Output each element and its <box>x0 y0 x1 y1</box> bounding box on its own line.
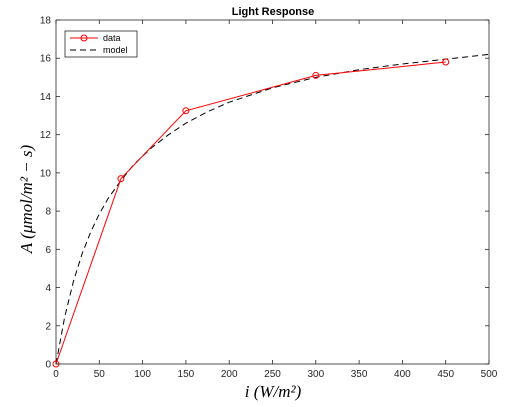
data-point <box>442 58 450 66</box>
x-tick-label: 0 <box>53 369 59 380</box>
y-axis-label: A (μmol/m² − s) <box>17 144 36 254</box>
data-point <box>182 107 190 115</box>
y-tick-label: 6 <box>45 245 51 256</box>
chart-title: Light Response <box>232 6 315 18</box>
data-point <box>312 71 320 79</box>
y-tick-label: 18 <box>40 16 52 27</box>
x-tick-label: 450 <box>437 369 454 380</box>
axes-layer: 0 50 100 150 200 250 300 350 400 450 500 0 2 4 6 8 10 12 1… <box>40 16 498 381</box>
x-tick-label: 400 <box>394 369 411 380</box>
legend-label-data: data <box>103 33 121 43</box>
plot-frame <box>55 19 490 365</box>
x-axis-label: i (W/m²) <box>245 382 302 401</box>
legend-label-model: model <box>103 45 128 55</box>
series-line-model <box>55 53 490 365</box>
data-point <box>117 175 125 183</box>
y-tick-label: 2 <box>45 321 51 332</box>
y-tick-label: 14 <box>40 92 52 103</box>
x-tick-label: 500 <box>481 369 498 380</box>
x-tick-label: 100 <box>134 369 151 380</box>
legend-marker-data <box>80 34 88 42</box>
legend-box <box>64 30 138 58</box>
plot-area <box>55 19 490 365</box>
x-tick-label: 300 <box>307 369 324 380</box>
x-tick-label: 50 <box>94 369 106 380</box>
x-tick-label: 200 <box>221 369 238 380</box>
x-tick-label: 350 <box>351 369 368 380</box>
legend: data model <box>64 30 138 58</box>
y-tick-label: 16 <box>40 54 52 65</box>
y-tick-label: 4 <box>45 283 51 294</box>
y-tick-label: 10 <box>40 168 52 179</box>
series-line-data <box>55 61 446 365</box>
y-tick-label: 12 <box>40 130 52 141</box>
y-tick-label: 0 <box>45 360 51 371</box>
x-tick-label: 250 <box>264 369 281 380</box>
y-tick-label: 8 <box>45 207 51 218</box>
x-tick-label: 150 <box>178 369 195 380</box>
